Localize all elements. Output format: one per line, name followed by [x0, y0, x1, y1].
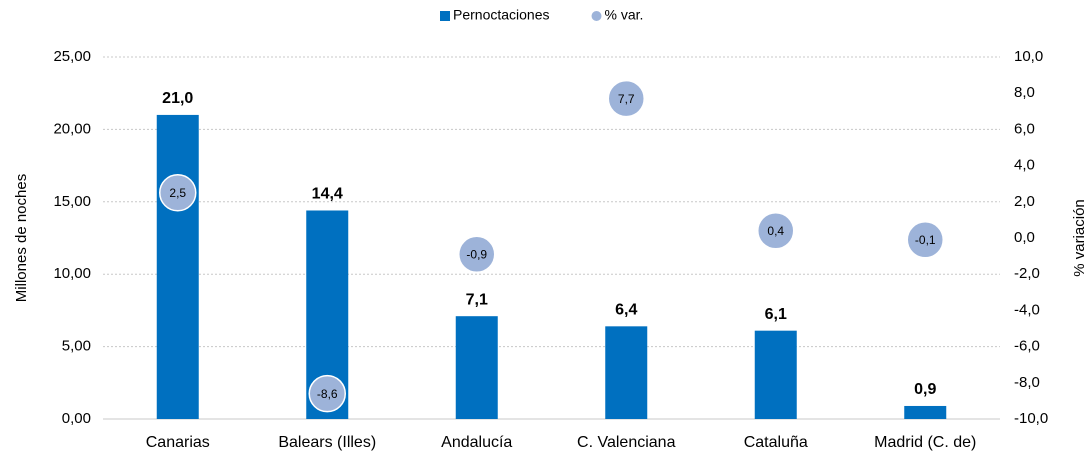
y2-tick-label: 0,0: [1014, 229, 1035, 246]
bar: [455, 316, 498, 419]
x-tick-label: Madrid (C. de): [874, 434, 976, 451]
bubble: [906, 221, 944, 259]
bubble-value-label: 7,7: [618, 92, 635, 106]
bubble: [308, 374, 346, 413]
bubble: [757, 212, 795, 250]
bar-value-label: 14,4: [312, 186, 343, 203]
y2-tick-label: -10,0: [1014, 410, 1048, 427]
y2-tick-label: -4,0: [1014, 301, 1040, 318]
legend-label: Pernoctaciones: [453, 7, 550, 23]
y2-tick-label: -8,0: [1014, 374, 1040, 391]
bar: [754, 330, 797, 419]
y2-tick-label: 2,0: [1014, 193, 1035, 210]
bubble: [607, 79, 645, 118]
bar-value-label: 6,4: [615, 302, 637, 319]
bar: [156, 114, 199, 420]
y-tick-label: 5,00: [62, 338, 91, 355]
y2-axis-title: % variación: [1071, 199, 1088, 277]
bar: [605, 326, 648, 419]
x-tick-label: Andalucía: [441, 434, 512, 451]
x-tick-label: Balears (Illes): [278, 434, 376, 451]
legend-swatch: [440, 11, 450, 21]
y2-tick-label: 8,0: [1014, 84, 1035, 101]
y-axis-title: Millones de noches: [13, 174, 30, 302]
bubble-value-label: -0,1: [915, 233, 936, 247]
y-tick-label: 15,00: [53, 193, 91, 210]
y-tick-label: 0,00: [62, 410, 91, 427]
bar-value-label: 21,0: [162, 90, 193, 107]
x-tick-label: Cataluña: [744, 434, 808, 451]
y-tick-label: 20,00: [53, 120, 91, 137]
bubble-value-label: -8,6: [317, 387, 338, 401]
y2-tick-label: 4,0: [1014, 157, 1035, 174]
legend-label: % var.: [605, 7, 644, 23]
bubble: [159, 174, 197, 212]
x-tick-label: C. Valenciana: [577, 434, 676, 451]
bubble-value-label: 2,5: [169, 186, 186, 200]
bubble-value-label: 0,4: [767, 224, 784, 238]
y2-tick-label: 6,0: [1014, 120, 1035, 137]
bubble-value-label: -0,9: [466, 247, 487, 261]
y-tick-label: 25,00: [53, 48, 91, 65]
y-tick-label: 10,00: [53, 265, 91, 282]
legend-swatch: [591, 11, 602, 21]
y2-tick-label: -6,0: [1014, 338, 1040, 355]
bar: [904, 405, 947, 419]
y2-tick-label: 10,0: [1014, 48, 1043, 65]
bar-value-label: 6,1: [765, 306, 787, 323]
bar-value-label: 7,1: [466, 291, 488, 308]
bar-value-label: 0,9: [914, 381, 936, 398]
bubble: [458, 235, 496, 274]
y2-tick-label: -2,0: [1014, 265, 1040, 282]
x-tick-label: Canarias: [146, 434, 210, 451]
